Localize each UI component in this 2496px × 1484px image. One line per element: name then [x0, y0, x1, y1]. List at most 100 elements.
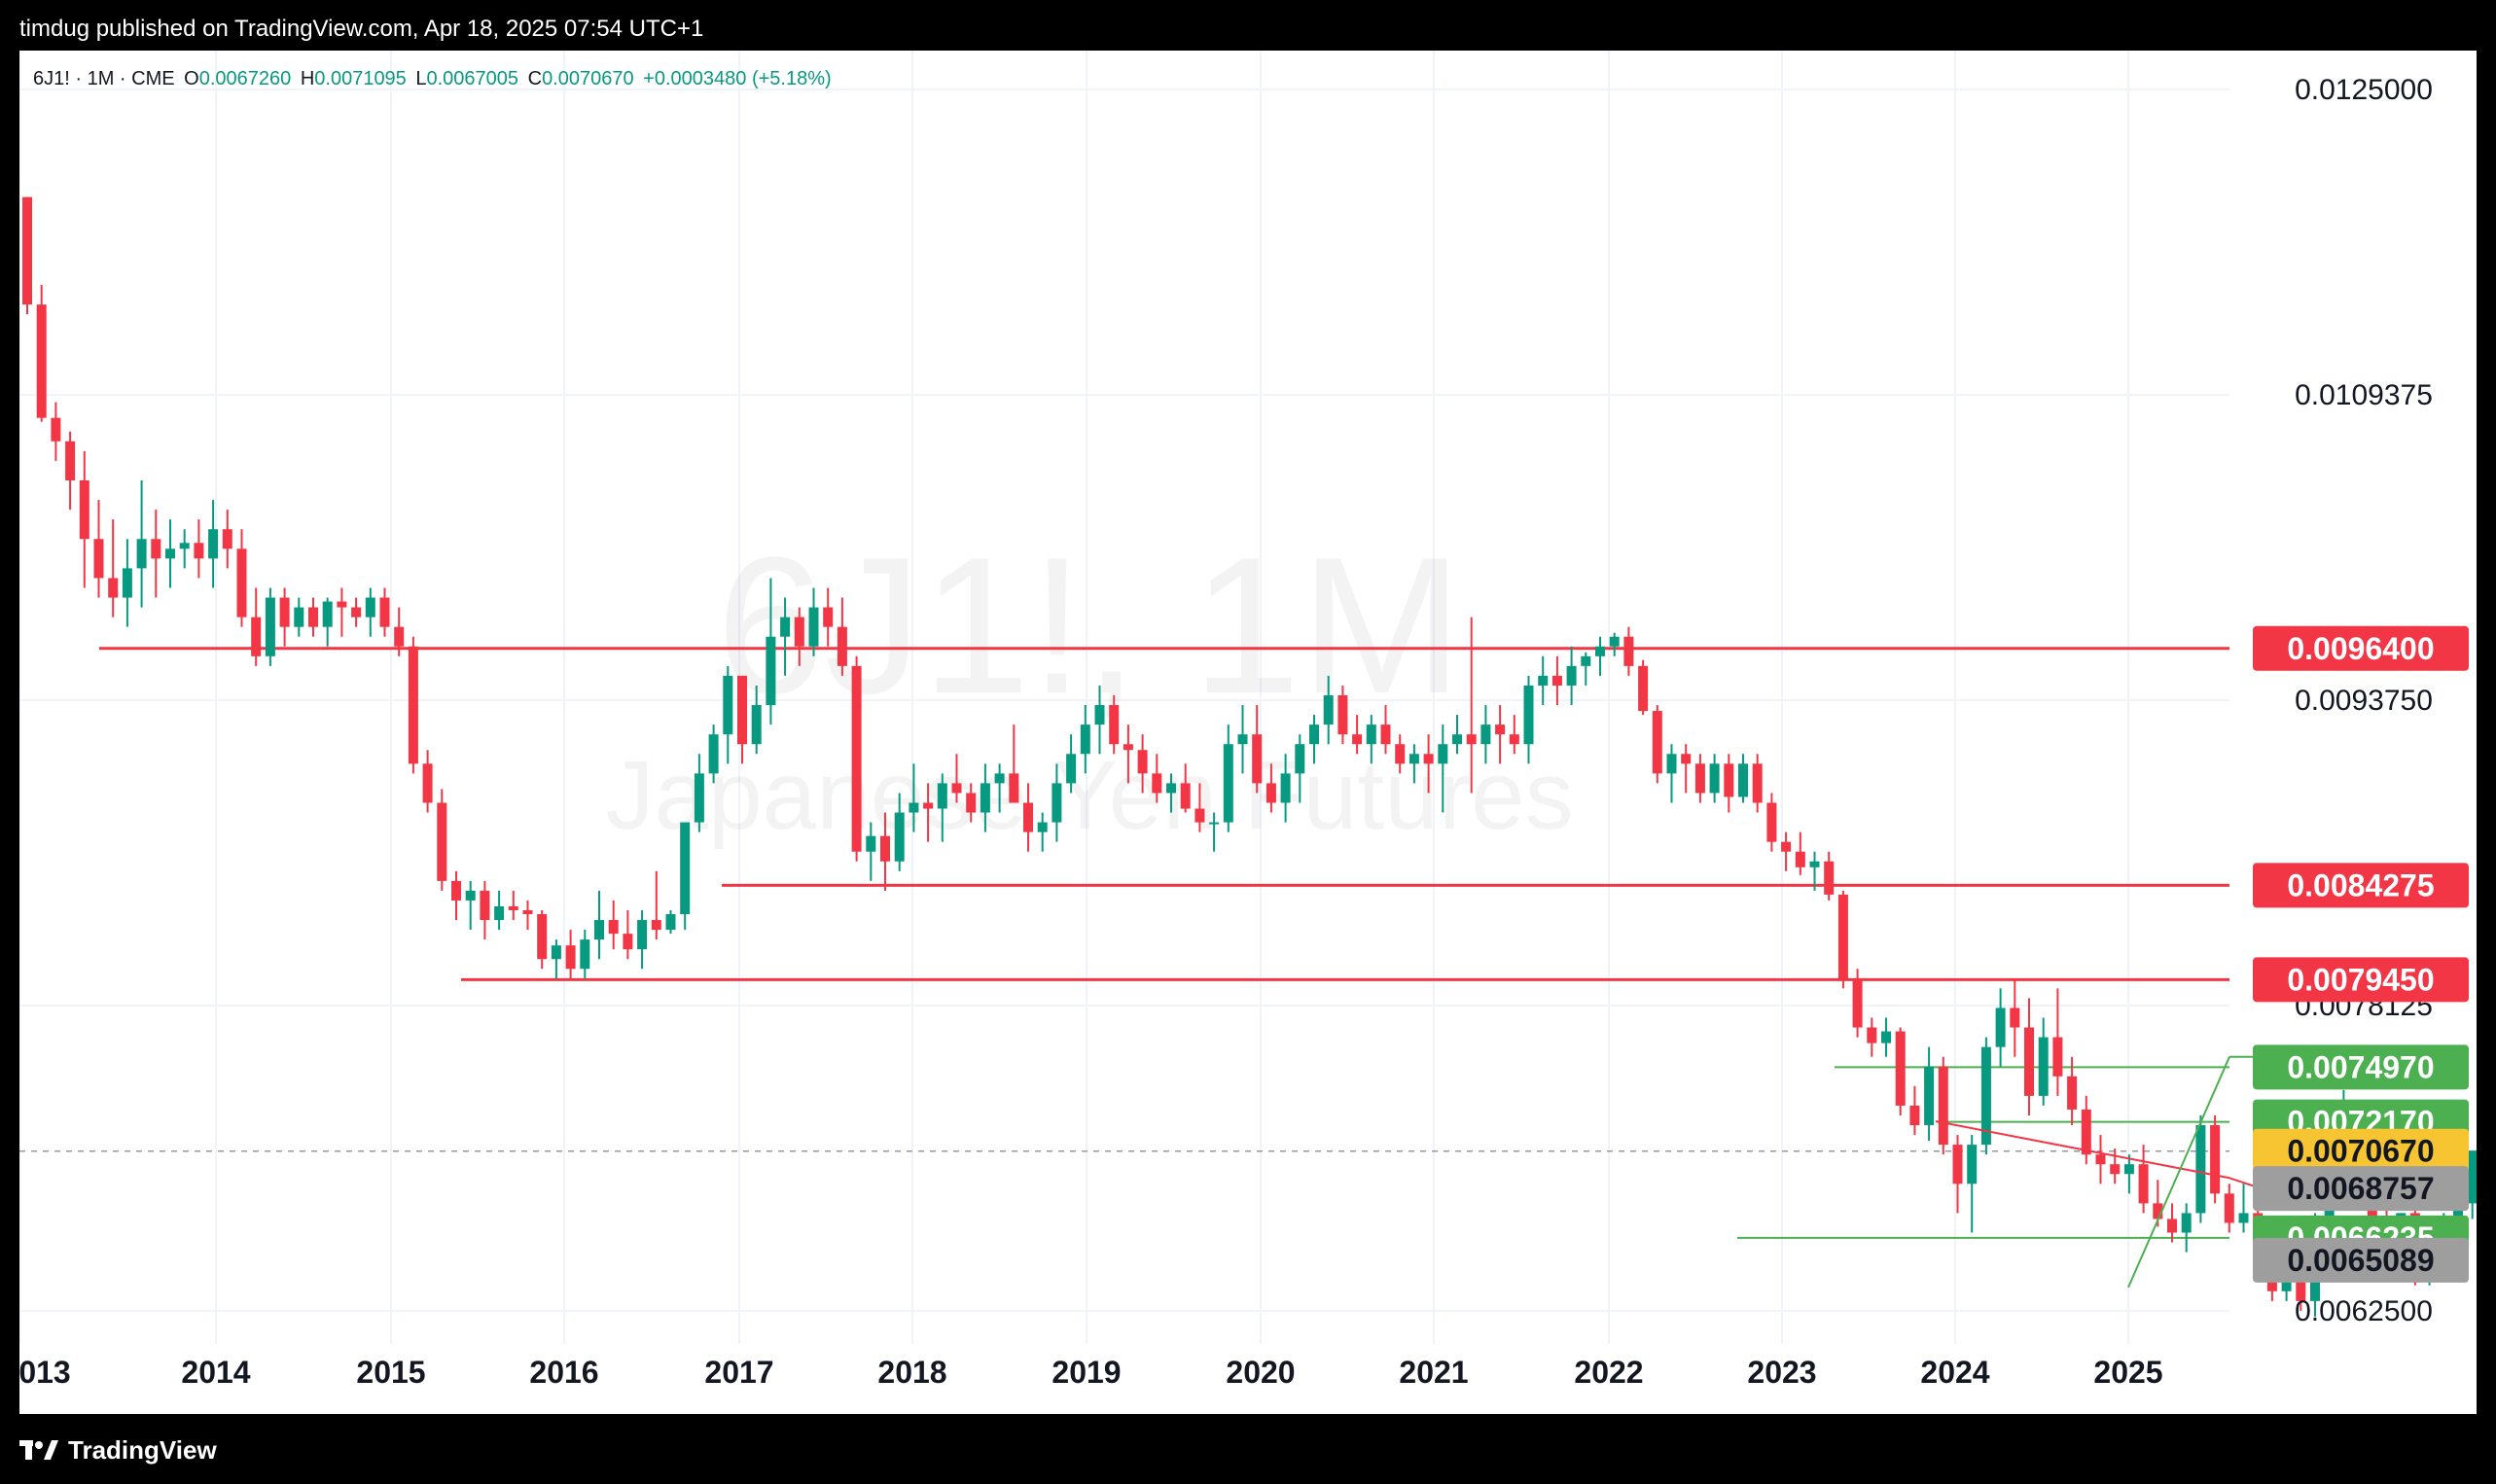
- candle-down: [308, 597, 318, 637]
- footer-bar: TradingView: [0, 1414, 2496, 1484]
- candle-body: [2467, 1150, 2477, 1204]
- candle-up: [1366, 715, 1376, 764]
- candle-body: [1824, 861, 1835, 895]
- candle-body: [1337, 694, 1348, 735]
- candle-down: [1337, 685, 1348, 745]
- candle-down: [1795, 831, 1805, 875]
- candle-up: [1066, 734, 1077, 794]
- candle-body: [1280, 773, 1291, 803]
- candle-body: [937, 783, 947, 809]
- candle-body: [565, 945, 576, 970]
- candle-down: [1623, 626, 1634, 676]
- candle-down: [1837, 890, 1848, 989]
- candle-down: [608, 900, 619, 950]
- candle-up: [680, 822, 691, 931]
- candle-body: [351, 607, 362, 618]
- candle-body: [1938, 1066, 1948, 1146]
- candle-down: [923, 783, 934, 842]
- candle-up: [1166, 773, 1176, 813]
- candle-body: [1781, 841, 1792, 852]
- candle-body: [222, 529, 232, 549]
- candle-body: [1666, 754, 1677, 774]
- candle-up: [1666, 744, 1677, 803]
- candle-body: [2210, 1125, 2221, 1194]
- candle-body: [1795, 851, 1805, 867]
- candle-up: [1237, 705, 1248, 774]
- candle-body: [1881, 1031, 1891, 1043]
- legend-change: +0.0003480 (+5.18%): [643, 68, 832, 89]
- candle-body: [79, 479, 89, 540]
- candle-body: [151, 539, 161, 559]
- candle-body: [1924, 1066, 1935, 1126]
- price-level-box: [2253, 863, 2469, 908]
- time-tick-label: 2018: [877, 1355, 946, 1390]
- candle-up: [708, 724, 719, 784]
- candle-up: [866, 822, 876, 881]
- time-tick-label: 2016: [529, 1355, 598, 1390]
- legend-symbol: 6J1! · 1M · CME: [33, 68, 175, 89]
- legend-open-label: O: [184, 68, 199, 89]
- candle-down: [2052, 988, 2063, 1096]
- candle-body: [1852, 978, 1863, 1028]
- candle-down: [1638, 659, 1649, 716]
- candle-body: [1408, 754, 1419, 764]
- candle-body: [1366, 724, 1376, 745]
- candle-down: [880, 812, 890, 891]
- candle-body: [294, 607, 304, 627]
- candle-down: [379, 587, 390, 637]
- candle-up: [1223, 724, 1233, 832]
- price-level-text: 0.0070670: [2287, 1134, 2434, 1169]
- candle-down: [1266, 763, 1276, 813]
- chart-frame[interactable]: 6J1!, 1M Japanese Yen Futures 0.0125000 0…: [19, 51, 2477, 1414]
- time-tick-label: 2025: [2093, 1355, 2162, 1390]
- candle-body: [122, 568, 132, 598]
- candle-up: [694, 754, 704, 832]
- candle-body: [1581, 655, 1591, 666]
- candle-body: [1909, 1105, 1920, 1126]
- candle-up: [2467, 1150, 2477, 1219]
- candle-body: [1123, 744, 1133, 751]
- candle-up: [665, 910, 676, 935]
- price-level-text: 0.0065089: [2287, 1243, 2434, 1278]
- candle-up: [1995, 988, 2006, 1067]
- candle-body: [1295, 744, 1305, 774]
- candle-up: [1609, 632, 1620, 656]
- candle-down: [1681, 744, 1692, 794]
- candle-body: [365, 597, 375, 618]
- candle-body: [1037, 822, 1048, 832]
- candle-down: [1724, 754, 1734, 813]
- candle-up: [909, 763, 919, 832]
- time-axis[interactable]: 013 2014 2015 2016 2017 2018 2019 2020 2021 2022 2…: [19, 1344, 2477, 1414]
- candle-up: [723, 665, 733, 764]
- candle-up: [580, 930, 590, 979]
- candle-body: [1180, 783, 1191, 809]
- candle-body: [1766, 802, 1777, 842]
- price-tick-label: 0.0109375: [2295, 379, 2433, 411]
- tradingview-logo[interactable]: TradingView: [19, 1433, 217, 1466]
- price-level-label-resistance: 0.0096400: [2253, 625, 2469, 671]
- price-level-text: 0.0068757: [2287, 1171, 2434, 1206]
- trendline-extension: [2229, 1177, 2254, 1187]
- candle-body: [1438, 744, 1448, 764]
- candle-down: [1952, 1135, 1963, 1214]
- candle-up: [894, 793, 905, 871]
- candle-body: [1809, 861, 1820, 867]
- candle-body: [894, 812, 905, 862]
- candle-body: [1995, 1007, 2006, 1047]
- candle-body: [265, 597, 275, 656]
- candle-up: [1295, 734, 1305, 803]
- candle-body: [1952, 1145, 1963, 1184]
- candle-down: [1252, 705, 1263, 794]
- candle-body: [994, 773, 1005, 784]
- candlestick-chart[interactable]: 6J1!, 1M Japanese Yen Futures 0.0125000 0…: [19, 51, 2477, 1414]
- price-tick-label: 0.0125000: [2295, 74, 2433, 106]
- candle-down: [951, 754, 962, 803]
- candle-down: [1152, 754, 1162, 803]
- time-tick-label: 2024: [1920, 1355, 1989, 1390]
- candle-down: [151, 510, 161, 598]
- grid-lines: [19, 51, 2229, 1344]
- candle-down: [823, 587, 834, 647]
- candle-down: [2095, 1135, 2106, 1184]
- candle-body: [394, 626, 405, 647]
- candle-body: [623, 934, 633, 950]
